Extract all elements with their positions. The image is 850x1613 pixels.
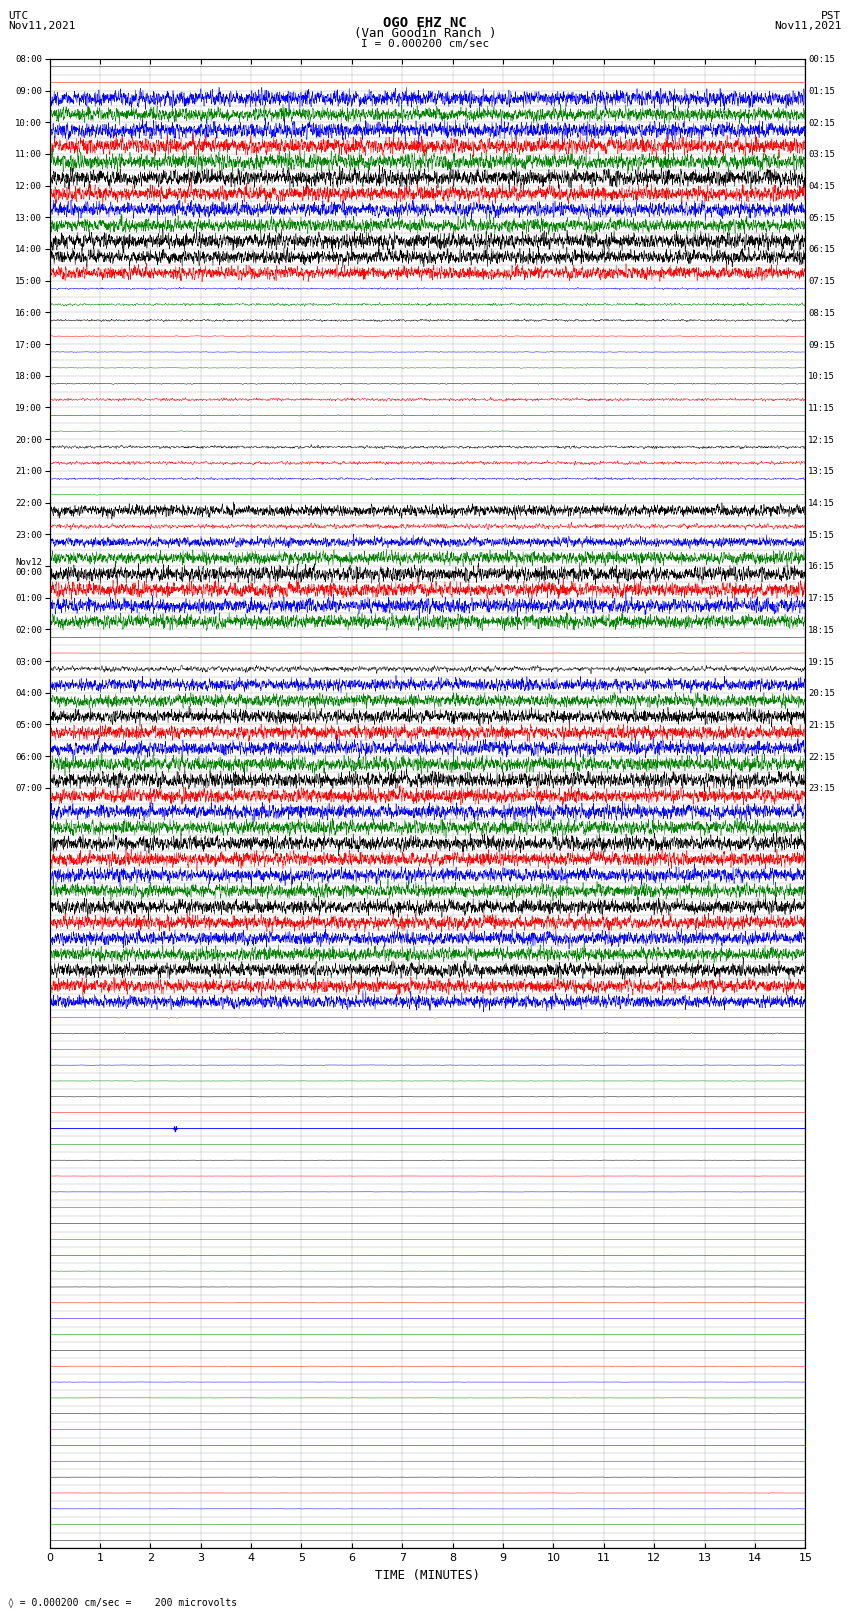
X-axis label: TIME (MINUTES): TIME (MINUTES)	[375, 1569, 480, 1582]
Text: Nov11,2021: Nov11,2021	[774, 21, 842, 31]
Text: ◊ = 0.000200 cm/sec =    200 microvolts: ◊ = 0.000200 cm/sec = 200 microvolts	[8, 1598, 238, 1608]
Text: PST: PST	[821, 11, 842, 21]
Text: UTC: UTC	[8, 11, 29, 21]
Text: I = 0.000200 cm/sec: I = 0.000200 cm/sec	[361, 39, 489, 48]
Text: Nov11,2021: Nov11,2021	[8, 21, 76, 31]
Text: OGO EHZ NC: OGO EHZ NC	[383, 16, 467, 31]
Text: (Van Goodin Ranch ): (Van Goodin Ranch )	[354, 27, 496, 40]
